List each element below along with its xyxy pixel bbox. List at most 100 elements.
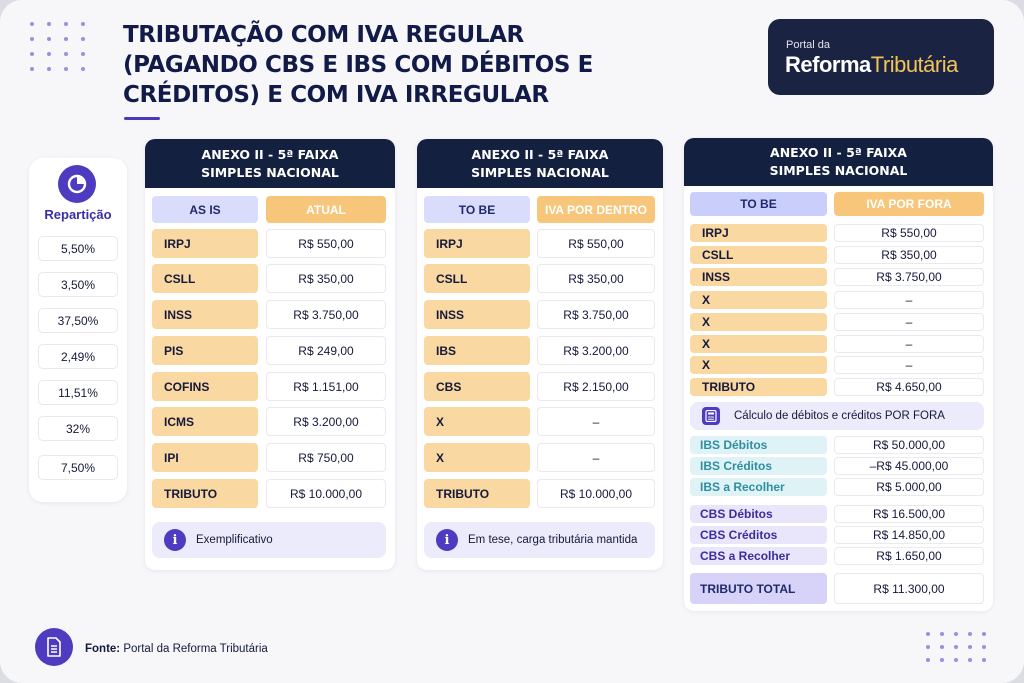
- note-text: Exemplificativo: [196, 534, 273, 546]
- row-value: R$ 3.200,00: [537, 336, 655, 365]
- row-value: R$ 3.750,00: [266, 300, 386, 329]
- row-value-total: R$ 4.650,00: [834, 378, 984, 396]
- row-value: R$ 750,00: [266, 443, 386, 472]
- row-value: –: [834, 291, 984, 309]
- row-value: –: [834, 335, 984, 353]
- row-value: R$ 350,00: [266, 264, 386, 293]
- row-label: X: [690, 335, 827, 353]
- row-value: –: [834, 313, 984, 331]
- ibs-label: IBS a Recolher: [690, 478, 827, 496]
- repartition-value: 7,50%: [38, 455, 118, 480]
- row-label: X: [424, 443, 530, 472]
- column-header-atual: ATUAL: [266, 196, 386, 223]
- row-label: X: [690, 291, 827, 309]
- row-value: –: [537, 443, 655, 472]
- row-label: INSS: [424, 300, 530, 329]
- repartition-value: 5,50%: [38, 236, 118, 261]
- cbs-value: R$ 14.850,00: [834, 526, 984, 544]
- tributo-total-label: TRIBUTO TOTAL: [690, 573, 827, 604]
- row-value: R$ 550,00: [537, 229, 655, 258]
- row-value-total: R$ 10.000,00: [537, 479, 655, 508]
- row-label: COFINS: [152, 372, 258, 401]
- panel-header: ANEXO II - 5ª FAIXA SIMPLES NACIONAL: [145, 139, 395, 188]
- decorative-dot-grid: [926, 632, 986, 662]
- cbs-label: CBS a Recolher: [690, 547, 827, 565]
- row-label: INSS: [152, 300, 258, 329]
- note-text: Em tese, carga tributária mantida: [468, 534, 638, 546]
- repartition-value: 3,50%: [38, 272, 118, 297]
- repartition-value: 2,49%: [38, 344, 118, 369]
- row-value: R$ 3.200,00: [266, 407, 386, 436]
- row-value: R$ 2.150,00: [537, 372, 655, 401]
- info-icon: i: [164, 529, 186, 551]
- title-underline: [124, 117, 160, 120]
- column-header-to-be: TO BE: [424, 196, 530, 223]
- repartition-value: 32%: [38, 416, 118, 441]
- row-value: –: [834, 356, 984, 374]
- row-label: CBS: [424, 372, 530, 401]
- cbs-label: CBS Créditos: [690, 526, 827, 544]
- row-label: X: [690, 356, 827, 374]
- row-label: IRPJ: [690, 224, 827, 242]
- repartition-panel: Repartição 5,50% 3,50% 37,50% 2,49% 11,5…: [29, 158, 127, 502]
- row-value: R$ 3.750,00: [537, 300, 655, 329]
- row-label: CSLL: [424, 264, 530, 293]
- row-label-total: TRIBUTO: [152, 479, 258, 508]
- repartition-title: Repartição: [44, 207, 112, 222]
- ibs-value: R$ 5.000,00: [834, 478, 984, 496]
- source-footer: Fonte: Portal da Reforma Tributária: [85, 643, 268, 655]
- panel-header: ANEXO II - 5ª FAIXA SIMPLES NACIONAL: [684, 138, 993, 186]
- source-text: Portal da Reforma Tributária: [123, 643, 268, 655]
- panel-header: ANEXO II - 5ª FAIXA SIMPLES NACIONAL: [417, 139, 663, 188]
- info-icon: i: [436, 529, 458, 551]
- page-title: TRIBUTAÇÃO COM IVA REGULAR (PAGANDO CBS …: [123, 22, 593, 108]
- row-label: X: [424, 407, 530, 436]
- cbs-value: R$ 16.500,00: [834, 505, 984, 523]
- document-icon: [35, 628, 73, 666]
- ibs-value: –R$ 45.000,00: [834, 457, 984, 475]
- row-value: R$ 550,00: [834, 224, 984, 242]
- row-value-total: R$ 10.000,00: [266, 479, 386, 508]
- repartition-value: 37,50%: [38, 308, 118, 333]
- note-box: i Exemplificativo: [152, 522, 386, 558]
- calc-note-box: Cálculo de débitos e créditos POR FORA: [690, 402, 984, 430]
- decorative-dot-grid: [30, 22, 85, 71]
- row-value: R$ 1.151,00: [266, 372, 386, 401]
- row-label: IRPJ: [152, 229, 258, 258]
- row-label-total: TRIBUTO: [690, 378, 827, 396]
- tributo-total-value: R$ 11.300,00: [834, 573, 984, 604]
- row-label: PIS: [152, 336, 258, 365]
- calculator-icon: [702, 407, 720, 425]
- row-label: ICMS: [152, 407, 258, 436]
- row-value: R$ 3.750,00: [834, 268, 984, 286]
- pie-chart-icon: [58, 165, 96, 203]
- ibs-value: R$ 50.000,00: [834, 436, 984, 454]
- row-label: IPI: [152, 443, 258, 472]
- row-value: R$ 350,00: [537, 264, 655, 293]
- note-box: i Em tese, carga tributária mantida: [424, 522, 655, 558]
- repartition-value: 11,51%: [38, 380, 118, 405]
- portal-logo: Portal da ReformaTributária: [768, 19, 994, 95]
- row-label: CSLL: [690, 246, 827, 264]
- row-label: IBS: [424, 336, 530, 365]
- column-header-iva-por-fora: IVA POR FORA: [834, 192, 984, 216]
- row-label: CSLL: [152, 264, 258, 293]
- cbs-value: R$ 1.650,00: [834, 547, 984, 565]
- panel-as-is: ANEXO II - 5ª FAIXA SIMPLES NACIONAL AS …: [145, 139, 395, 570]
- panel-iva-por-dentro: ANEXO II - 5ª FAIXA SIMPLES NACIONAL TO …: [417, 139, 663, 570]
- row-value: R$ 249,00: [266, 336, 386, 365]
- column-header-as-is: AS IS: [152, 196, 258, 223]
- row-label: IRPJ: [424, 229, 530, 258]
- cbs-label: CBS Débitos: [690, 505, 827, 523]
- logo-line1: Portal da: [786, 39, 831, 51]
- ibs-label: IBS Débitos: [690, 436, 827, 454]
- row-value: R$ 350,00: [834, 246, 984, 264]
- source-label: Fonte:: [85, 643, 121, 655]
- row-value: –: [537, 407, 655, 436]
- row-label: X: [690, 313, 827, 331]
- column-header-iva-por-dentro: IVA POR DENTRO: [537, 196, 655, 223]
- column-header-to-be: TO BE: [690, 192, 827, 216]
- logo-wordmark: ReformaTributária: [785, 52, 958, 77]
- panel-iva-por-fora: ANEXO II - 5ª FAIXA SIMPLES NACIONAL TO …: [684, 138, 993, 611]
